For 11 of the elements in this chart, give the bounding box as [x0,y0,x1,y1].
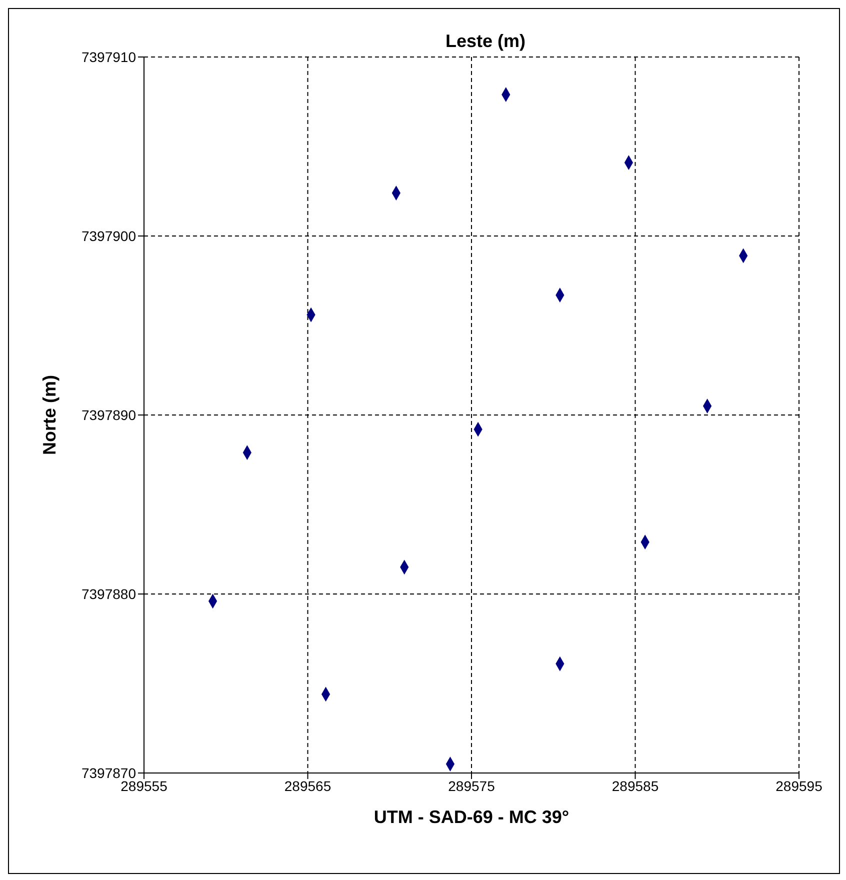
y-tick-label: 7397900 [81,228,136,244]
x-tick-label: 289585 [612,778,659,794]
y-tick-label: 7397910 [81,48,136,65]
y-tick-label: 7397890 [81,406,136,423]
x-tick-label: 289575 [448,778,496,794]
x-axis-title: UTM - SAD-69 - MC 39° [374,807,570,827]
x-tick-label: 289565 [284,778,332,794]
y-axis-title: Norte (m) [39,374,60,455]
y-tick-label: 7397880 [81,586,136,602]
x-tick-label: 289595 [776,778,823,794]
chart-title: Leste (m) [444,31,526,52]
